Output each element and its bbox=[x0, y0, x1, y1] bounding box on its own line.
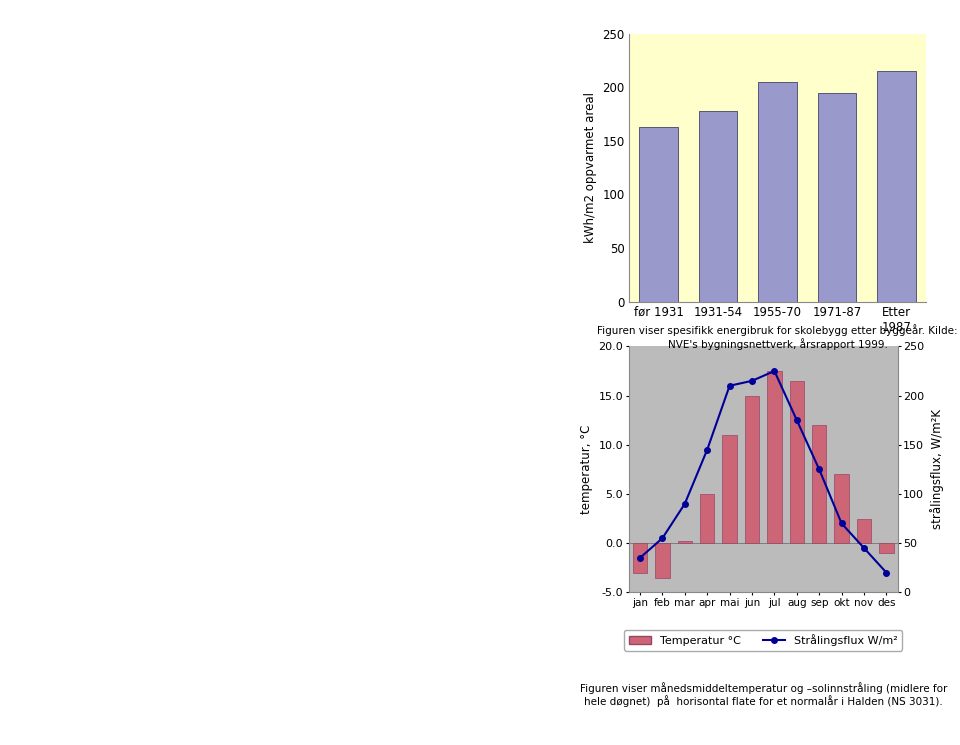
Bar bbox=[758, 82, 797, 302]
Bar bbox=[879, 543, 894, 553]
Bar bbox=[789, 381, 804, 543]
Bar bbox=[877, 71, 916, 302]
Legend: Temperatur °C, Strålingsflux W/m²: Temperatur °C, Strålingsflux W/m² bbox=[624, 630, 902, 650]
Bar bbox=[818, 92, 856, 302]
Text: Figuren viser månedsmiddeltemperatur og –solinnstråling (midlere for
hele døgnet: Figuren viser månedsmiddeltemperatur og … bbox=[580, 682, 947, 708]
Bar bbox=[767, 371, 781, 543]
Bar bbox=[639, 127, 678, 302]
Bar bbox=[700, 494, 714, 543]
Bar bbox=[745, 396, 759, 543]
Y-axis label: kWh/m2 oppvarmet areal: kWh/m2 oppvarmet areal bbox=[584, 92, 597, 243]
Bar bbox=[722, 435, 737, 543]
Y-axis label: strålingsflux, W/m²K: strålingsflux, W/m²K bbox=[930, 409, 944, 530]
Bar bbox=[633, 543, 647, 573]
Bar bbox=[655, 543, 670, 577]
Text: Figuren viser spesifikk energibruk for skolebygg etter byggeår. Kilde:
NVE's byg: Figuren viser spesifikk energibruk for s… bbox=[597, 324, 958, 350]
Bar bbox=[678, 541, 692, 543]
Y-axis label: temperatur, °C: temperatur, °C bbox=[580, 425, 593, 514]
Bar bbox=[812, 425, 827, 543]
Bar bbox=[834, 475, 849, 543]
Bar bbox=[699, 111, 737, 302]
Bar bbox=[856, 519, 872, 543]
